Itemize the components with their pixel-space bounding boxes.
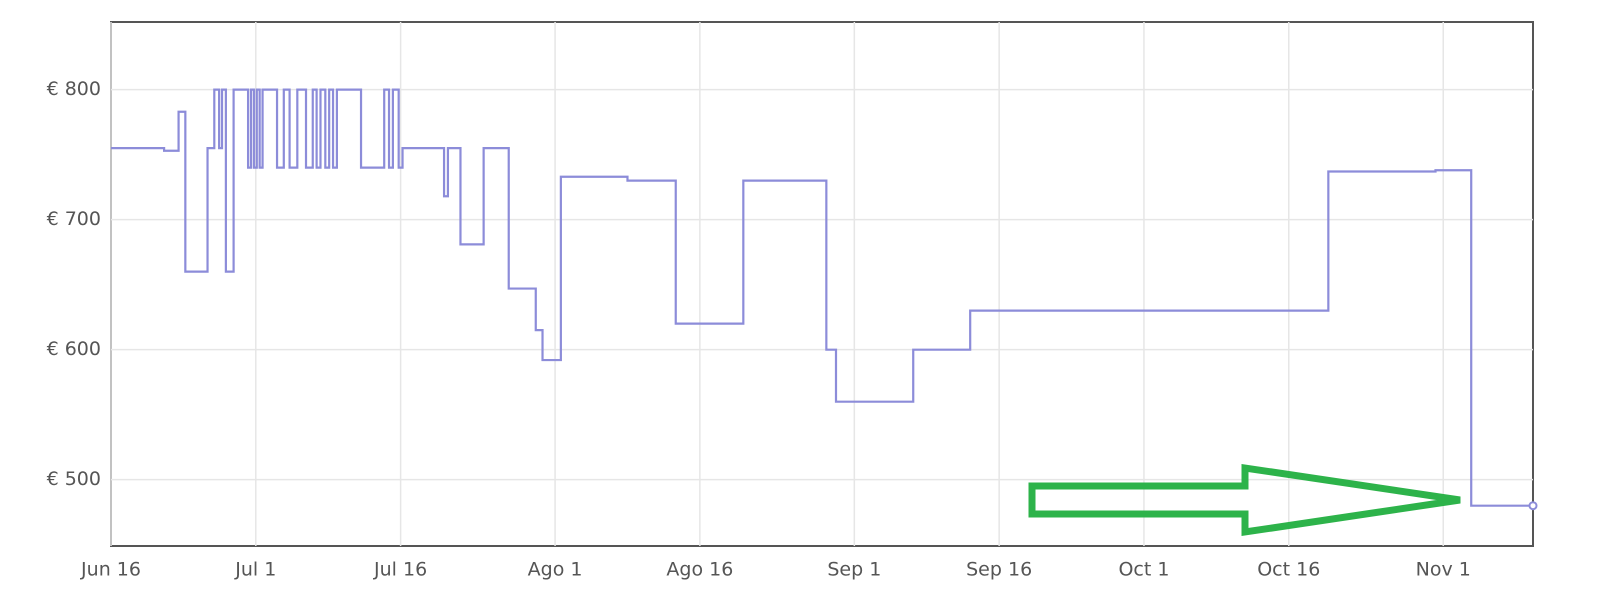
y-tick-label: € 600: [47, 338, 101, 360]
x-tick-label: Oct 1: [1118, 559, 1169, 581]
x-tick-label: Ago 16: [666, 559, 733, 581]
y-tick-label: € 700: [47, 208, 101, 230]
x-tick-label: Sep 16: [966, 559, 1032, 581]
x-tick-label: Ago 1: [528, 559, 583, 581]
arrow-annotation: [1028, 463, 1461, 537]
x-tick-label: Jul 1: [234, 559, 276, 581]
x-tick-label: Jun 16: [80, 559, 141, 581]
y-tick-label: € 500: [47, 468, 101, 490]
x-tick-label: Nov 1: [1416, 559, 1471, 581]
last-point: [1528, 501, 1538, 511]
x-tick-label: Sep 1: [827, 559, 881, 581]
x-tick-label: Oct 16: [1257, 559, 1320, 581]
y-tick-label: € 800: [47, 78, 101, 100]
x-tick-label: Jul 16: [373, 559, 427, 581]
price-line: [111, 88, 1533, 507]
